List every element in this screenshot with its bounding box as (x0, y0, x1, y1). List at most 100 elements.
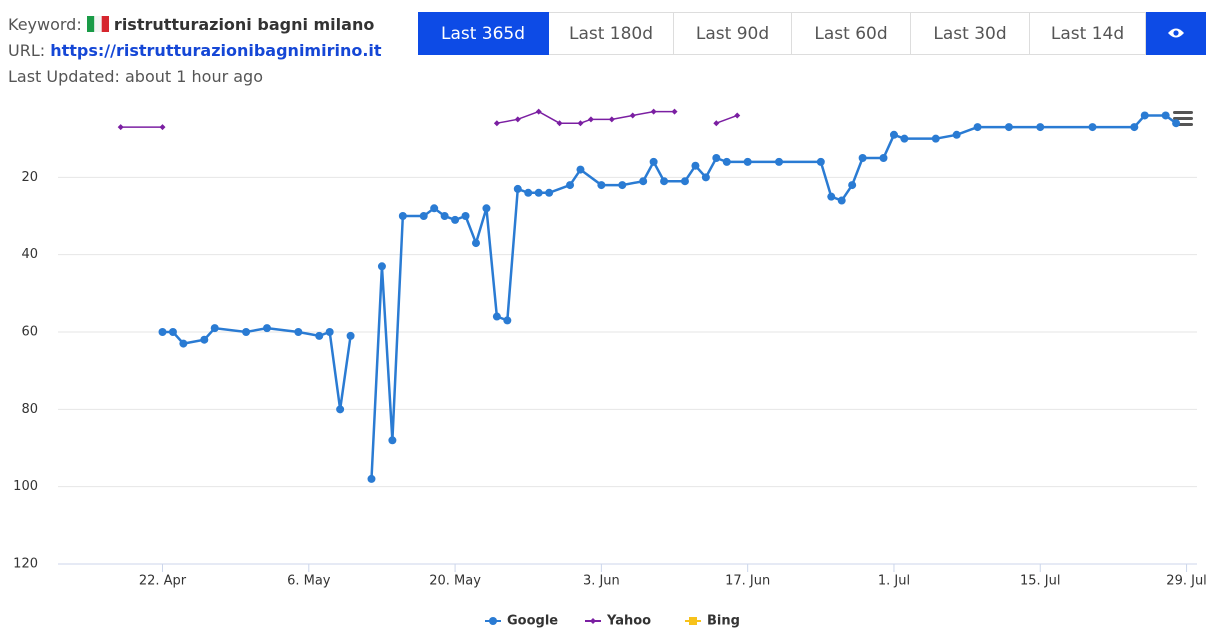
data-point (503, 316, 512, 325)
data-point (712, 154, 721, 162)
data-point (242, 328, 251, 336)
series-line (496, 110, 675, 124)
keyword-label: Keyword: (8, 15, 82, 34)
data-point (535, 108, 542, 115)
x-tick-label: 22. Apr (139, 574, 187, 589)
x-tick-label: 1. Jul (878, 574, 910, 589)
last-updated: Last Updated: about 1 hour ago (8, 67, 263, 86)
range-button[interactable]: Last 14d (1030, 12, 1146, 55)
data-point (524, 188, 533, 197)
url-label: URL: (8, 41, 46, 60)
range-button[interactable]: Last 60d (792, 12, 911, 55)
range-button[interactable]: Last 365d (418, 12, 549, 55)
data-point (952, 130, 961, 139)
x-tick-label: 17. Jun (725, 574, 770, 589)
legend-label: Google (507, 614, 558, 629)
data-point (1161, 111, 1170, 120)
data-point (493, 120, 500, 127)
data-point (973, 123, 982, 132)
x-tick-label: 29. Jul (1166, 574, 1207, 589)
series-line (716, 114, 738, 124)
data-point (294, 328, 303, 336)
data-point (587, 116, 594, 123)
data-point (117, 124, 124, 131)
data-point (1140, 111, 1149, 120)
data-point (471, 239, 480, 248)
data-point (639, 177, 648, 186)
data-point (168, 328, 177, 336)
range-button[interactable]: Last 30d (911, 12, 1030, 55)
legend-symbol (489, 617, 497, 625)
data-point (325, 328, 334, 336)
data-point (545, 188, 554, 197)
data-point (680, 177, 689, 186)
data-point (775, 157, 784, 166)
flag (86, 16, 109, 32)
legend-symbol (590, 618, 596, 624)
y-tick-label: 80 (21, 402, 38, 417)
data-point (514, 116, 521, 123)
data-point (513, 184, 522, 193)
data-point (451, 215, 460, 224)
range-button[interactable]: Last 90d (674, 12, 792, 55)
data-point (577, 120, 584, 127)
y-tick-label: 120 (13, 557, 38, 572)
data-point (722, 157, 731, 166)
data-point (440, 212, 449, 220)
data-point (158, 328, 167, 336)
data-point (629, 112, 636, 119)
data-point (931, 134, 940, 143)
x-tick-label: 15. Jul (1020, 574, 1061, 589)
x-tick-label: 20. May (429, 574, 481, 589)
keyword-row: Keyword: ristrutturazioni bagni milano (8, 12, 382, 38)
legend-label: Yahoo (606, 614, 651, 629)
data-point (346, 331, 355, 340)
legend-item[interactable]: Bing (685, 614, 740, 629)
range-button[interactable]: Last 180d (549, 12, 674, 55)
data-point (889, 130, 898, 139)
data-point (210, 324, 219, 333)
legend-item[interactable]: Yahoo (585, 614, 651, 629)
data-point (900, 134, 909, 143)
y-tick-label: 100 (13, 479, 38, 494)
data-point (367, 474, 376, 483)
data-point (671, 108, 678, 115)
eye-icon (1167, 28, 1184, 37)
data-point (743, 157, 752, 166)
data-point (200, 335, 209, 344)
url-link[interactable]: https://ristrutturazionibagnimirino.it (50, 41, 382, 60)
data-point (837, 196, 846, 205)
data-point (1172, 119, 1181, 128)
data-point (419, 212, 428, 220)
data-point (556, 120, 563, 127)
data-point (713, 120, 720, 127)
data-point (649, 157, 658, 166)
series-line (162, 326, 352, 410)
x-tick-label: 6. May (287, 574, 331, 589)
data-point (650, 108, 657, 115)
data-point (827, 192, 836, 201)
legend-item[interactable]: Google (485, 614, 558, 629)
x-tick-label: 3. Jun (583, 574, 620, 589)
y-tick-label: 20 (21, 170, 38, 185)
data-point (566, 181, 575, 190)
header: Keyword: ristrutturazioni bagni milano U… (8, 12, 382, 90)
data-point (159, 124, 166, 131)
data-point (816, 157, 825, 166)
series (117, 108, 741, 131)
data-point (336, 405, 345, 414)
data-point (597, 181, 606, 190)
data-point (482, 204, 491, 213)
data-point (576, 165, 585, 174)
visibility-button[interactable] (1146, 12, 1206, 55)
legend-symbol (689, 617, 697, 625)
legend-label: Bing (707, 614, 740, 629)
series-line (370, 114, 1177, 479)
data-point (430, 204, 439, 213)
data-point (388, 436, 397, 445)
data-point (398, 212, 407, 220)
data-point (608, 116, 615, 123)
range-selector: Last 365d Last 180d Last 90d Last 60d Last 3… (418, 12, 1206, 55)
